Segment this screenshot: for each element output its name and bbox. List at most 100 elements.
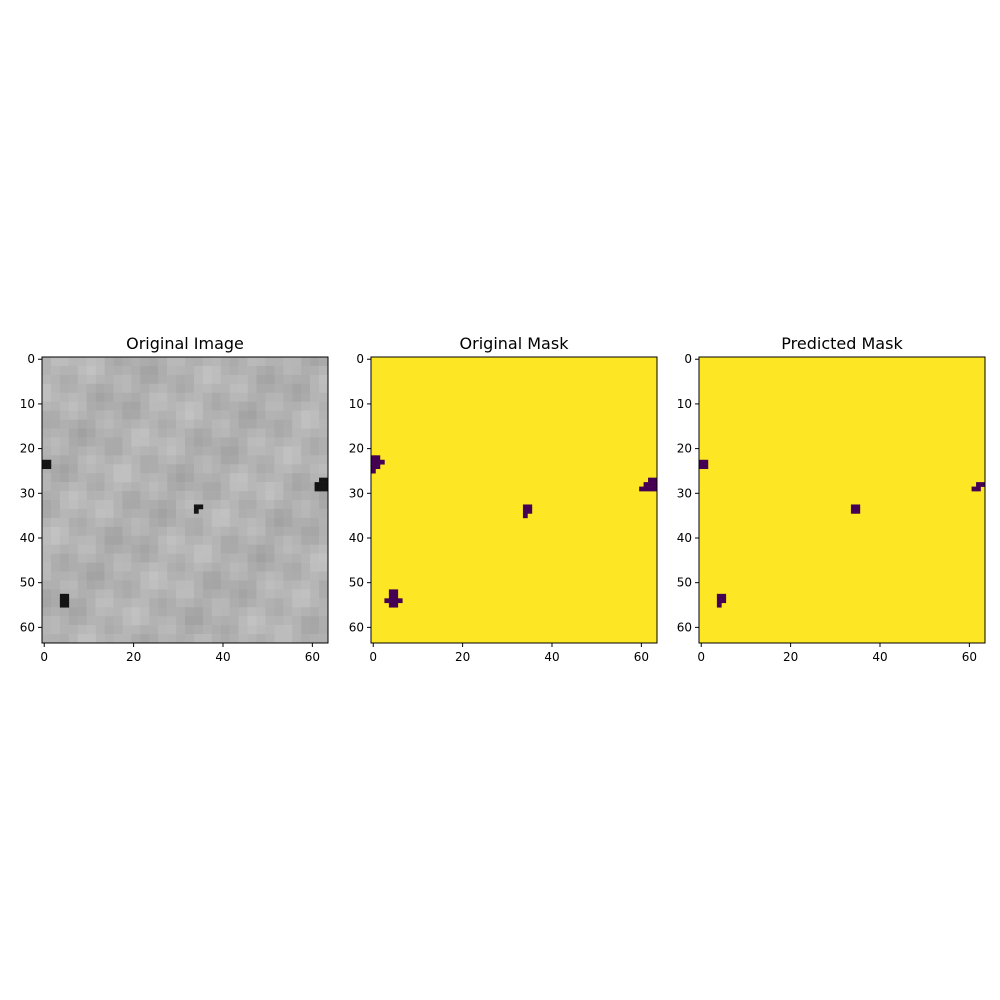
x-tick-label: 40 (215, 650, 230, 664)
image-texture-cell (301, 383, 311, 394)
image-texture-cell (158, 455, 168, 465)
image-texture-cell (193, 365, 204, 376)
image-texture-cell (59, 473, 70, 483)
image-texture-cell (256, 562, 266, 572)
image-texture-cell (50, 428, 61, 438)
image-texture-cell (176, 392, 186, 402)
image-texture-cell (176, 419, 186, 429)
image-texture-cell (238, 428, 248, 438)
image-texture-cell (50, 357, 61, 367)
image-texture-cell (185, 464, 195, 474)
mask-cell (976, 486, 981, 492)
image-texture-cell (283, 401, 293, 411)
image-texture-cell (265, 580, 275, 590)
image-texture-cell (68, 428, 79, 438)
image-texture-cell (265, 517, 275, 528)
image-texture-cell (50, 535, 61, 545)
image-texture-cell (310, 383, 320, 394)
image-texture-cell (292, 446, 302, 456)
image-texture-cell (68, 616, 79, 626)
image-texture-cell (140, 482, 150, 492)
image-texture-cell (238, 500, 248, 510)
image-texture-cell (185, 562, 195, 572)
image-texture-cell (220, 634, 230, 644)
image-texture-cell (68, 401, 79, 411)
image-texture-cell (274, 428, 284, 438)
image-texture-cell (42, 491, 52, 501)
image-texture-cell (292, 500, 302, 510)
image-texture-cell (301, 508, 311, 519)
image-texture-cell (59, 401, 70, 411)
image-texture-cell (158, 598, 168, 608)
image-texture-cell (265, 419, 275, 429)
image-texture-cell (167, 455, 177, 465)
image-texture-cell (229, 365, 239, 376)
image-texture-cell (68, 473, 79, 483)
image-texture-cell (301, 455, 311, 465)
image-texture-cell (274, 491, 284, 501)
mask-cell (393, 589, 399, 595)
image-texture-cell (310, 508, 320, 519)
image-texture-cell (77, 508, 87, 519)
image-texture-cell (211, 473, 222, 483)
image-texture-cell (256, 374, 266, 385)
image-texture-cell (158, 634, 168, 644)
image-texture-cell (68, 589, 79, 599)
image-texture-cell (131, 634, 141, 644)
image-texture-cell (149, 616, 159, 626)
axes-frame (698, 356, 986, 644)
image-texture-cell (211, 598, 222, 608)
image-texture-cell (310, 607, 320, 617)
image-texture-cell (149, 607, 159, 617)
image-texture-cell (140, 374, 150, 385)
image-texture-cell (193, 419, 204, 429)
image-texture-cell (220, 491, 230, 501)
image-texture-cell (140, 580, 150, 590)
image-texture-cell (59, 374, 70, 385)
image-texture-cell (265, 526, 275, 537)
image-texture-cell (283, 607, 293, 617)
image-texture-cell (149, 374, 159, 385)
mask-cell (721, 598, 727, 604)
image-texture-cell (185, 571, 195, 581)
image-texture-cell (122, 437, 132, 447)
image-texture-cell (283, 428, 293, 438)
image-texture-cell (229, 634, 239, 644)
image-texture-cell (211, 491, 222, 501)
image-texture-cell (59, 491, 70, 501)
image-texture-cell (319, 517, 329, 528)
image-texture-cell (149, 500, 159, 510)
image-texture-cell (238, 464, 248, 474)
image-texture-cell (247, 357, 257, 367)
image-texture-cell (283, 508, 293, 519)
image-texture-cell (274, 401, 284, 411)
x-tick-label: 40 (872, 650, 887, 664)
image-texture-cell (59, 616, 70, 626)
image-texture-cell (247, 428, 257, 438)
image-texture-cell (256, 365, 266, 376)
image-texture-cell (265, 401, 275, 411)
image-texture-cell (113, 589, 123, 599)
image-texture-cell (122, 535, 132, 545)
image-texture-cell (104, 508, 114, 519)
image-texture-cell (68, 482, 79, 492)
image-texture-cell (77, 401, 87, 411)
image-dark-cell (323, 482, 329, 487)
image-texture-cell (42, 580, 52, 590)
image-texture-cell (158, 473, 168, 483)
image-texture-cell (50, 526, 61, 537)
image-texture-cell (167, 553, 177, 563)
image-texture-cell (68, 517, 79, 528)
image-texture-cell (131, 526, 141, 537)
image-texture-cell (167, 526, 177, 537)
image-texture-cell (122, 365, 132, 376)
image-texture-cell (77, 598, 87, 608)
image-texture-cell (113, 455, 123, 465)
image-texture-cell (167, 428, 177, 438)
image-texture-cell (319, 500, 329, 510)
image-texture-cell (158, 392, 168, 402)
image-texture-cell (140, 491, 150, 501)
image-texture-cell (265, 357, 275, 367)
image-texture-cell (140, 571, 150, 581)
image-texture-cell (202, 392, 213, 402)
